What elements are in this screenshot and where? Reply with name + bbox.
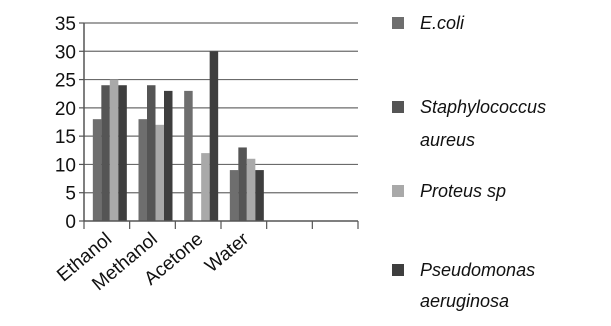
legend-label: Proteus sp — [420, 181, 506, 201]
legend-label: Pseudomonas — [420, 260, 535, 280]
bar-proteus-sp-acetone — [201, 153, 210, 221]
y-tick-label: 25 — [55, 71, 76, 92]
legend-swatch — [392, 101, 404, 113]
bar-e-coli-water — [229, 170, 239, 221]
bar-e-coli-ethanol — [92, 119, 102, 221]
x-tick-label: Water — [201, 228, 253, 277]
gridlines — [84, 22, 358, 194]
bar-proteus-sp-water — [246, 158, 256, 221]
y-tick-label: 30 — [55, 42, 76, 63]
axes — [79, 22, 359, 229]
legend-swatch — [392, 17, 404, 29]
bar-e-coli-methanol — [138, 119, 147, 221]
y-tick-label: 5 — [65, 184, 76, 205]
bar-pseudomonas-aeruginosa-acetone — [209, 51, 219, 222]
bar-staphylococcus-aureus-ethanol — [101, 85, 110, 221]
y-tick-label: 35 — [55, 14, 76, 35]
legend: E.coli Staphylococcus aureus Proteus sp Pseu… — [392, 13, 546, 311]
bar-pseudomonas-aeruginosa-water — [255, 170, 264, 221]
legend-label: aeruginosa — [420, 291, 509, 311]
bar-proteus-sp-ethanol — [109, 79, 119, 221]
y-tick-label: 15 — [55, 127, 76, 148]
y-tick-label: 0 — [65, 212, 76, 233]
bar-pseudomonas-aeruginosa-methanol — [164, 90, 173, 221]
bar-staphylococcus-aureus-methanol — [147, 85, 156, 221]
y-tick-labels: 0 5 10 15 20 25 30 35 — [55, 14, 76, 233]
legend-label: E.coli — [420, 13, 465, 33]
legend-swatch — [392, 264, 404, 276]
y-tick-label: 10 — [55, 155, 76, 176]
legend-label: Staphylococcus — [420, 97, 546, 117]
legend-label: aureus — [420, 130, 475, 150]
y-tick-label: 20 — [55, 99, 76, 120]
bar-staphylococcus-aureus-water — [238, 147, 247, 221]
legend-swatch — [392, 185, 404, 197]
bars — [92, 51, 264, 222]
bar-pseudomonas-aeruginosa-ethanol — [118, 85, 127, 221]
bar-e-coli-acetone — [184, 90, 193, 221]
bar-proteus-sp-methanol — [155, 124, 164, 221]
